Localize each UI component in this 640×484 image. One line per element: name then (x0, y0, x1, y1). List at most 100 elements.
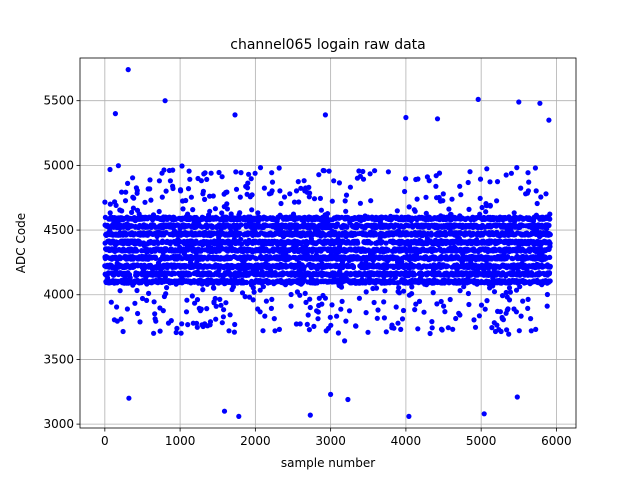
data-point (252, 290, 257, 295)
data-point (364, 310, 369, 315)
data-point (319, 302, 324, 307)
data-point (272, 328, 277, 333)
data-point (200, 287, 205, 292)
data-point (466, 291, 471, 296)
data-point (261, 284, 266, 289)
data-point (187, 177, 192, 182)
data-point (318, 196, 323, 201)
data-point (201, 189, 206, 194)
data-point (164, 189, 169, 194)
data-point (137, 319, 142, 324)
data-point (270, 180, 275, 185)
data-point (277, 165, 282, 170)
data-point (306, 312, 311, 317)
data-point (441, 191, 446, 196)
data-point (249, 176, 254, 181)
data-point (213, 296, 218, 301)
data-point (214, 304, 219, 309)
data-point (429, 233, 434, 238)
data-point (233, 169, 238, 174)
data-point (297, 293, 302, 298)
data-point (296, 179, 301, 184)
data-point (287, 191, 292, 196)
data-point (415, 197, 420, 202)
data-point (316, 172, 321, 177)
data-point (238, 170, 243, 175)
data-point (391, 326, 396, 331)
data-point (190, 293, 195, 298)
data-point (471, 317, 476, 322)
data-point (364, 289, 369, 294)
data-point (337, 180, 342, 185)
data-point (151, 331, 156, 336)
data-point (353, 324, 358, 329)
data-point (374, 286, 379, 291)
data-point (135, 311, 140, 316)
data-point (339, 285, 344, 290)
data-point (466, 302, 471, 307)
data-point (328, 323, 333, 328)
data-point (250, 192, 255, 197)
data-point (446, 207, 451, 212)
data-point (258, 165, 263, 170)
data-point (323, 296, 328, 301)
data-point (125, 181, 130, 186)
data-point (360, 169, 365, 174)
data-point (372, 168, 377, 173)
data-point (368, 198, 373, 203)
data-point (467, 169, 472, 174)
data-point (365, 330, 370, 335)
data-point (119, 208, 124, 213)
data-point (355, 241, 360, 246)
data-point (421, 310, 426, 315)
data-point (431, 290, 436, 295)
data-point (278, 201, 283, 206)
data-point (407, 204, 412, 209)
data-point (440, 327, 445, 332)
data-point (277, 188, 282, 193)
data-point (338, 307, 343, 312)
data-point (211, 193, 216, 198)
data-point (430, 325, 435, 330)
data-point (270, 188, 275, 193)
data-point (401, 308, 406, 313)
data-point (347, 308, 352, 313)
data-point (437, 171, 442, 176)
data-point (439, 299, 444, 304)
data-point (202, 197, 207, 202)
data-point (157, 178, 162, 183)
data-point (108, 210, 113, 215)
data-point (343, 198, 348, 203)
data-point (199, 307, 204, 312)
data-point (329, 302, 334, 307)
data-point (382, 315, 387, 320)
data-point (221, 314, 226, 319)
data-point (305, 322, 310, 327)
data-point (398, 327, 403, 332)
data-point (403, 176, 408, 181)
data-point (308, 305, 313, 310)
data-point (368, 241, 373, 246)
data-point (441, 304, 446, 309)
data-point (330, 199, 335, 204)
data-point (477, 313, 482, 318)
data-point (226, 328, 231, 333)
data-point (336, 330, 341, 335)
data-point (209, 171, 214, 176)
data-point (302, 178, 307, 183)
data-point (348, 185, 353, 190)
data-point (415, 176, 420, 181)
data-point (179, 321, 184, 326)
data-point (282, 194, 287, 199)
data-point (132, 301, 137, 306)
data-point (204, 177, 209, 182)
data-point (381, 299, 386, 304)
data-point (221, 307, 226, 312)
data-point (316, 309, 321, 314)
data-point (269, 306, 274, 311)
data-point (433, 184, 438, 189)
data-point (118, 288, 123, 293)
data-point (458, 192, 463, 197)
data-point (409, 284, 414, 289)
